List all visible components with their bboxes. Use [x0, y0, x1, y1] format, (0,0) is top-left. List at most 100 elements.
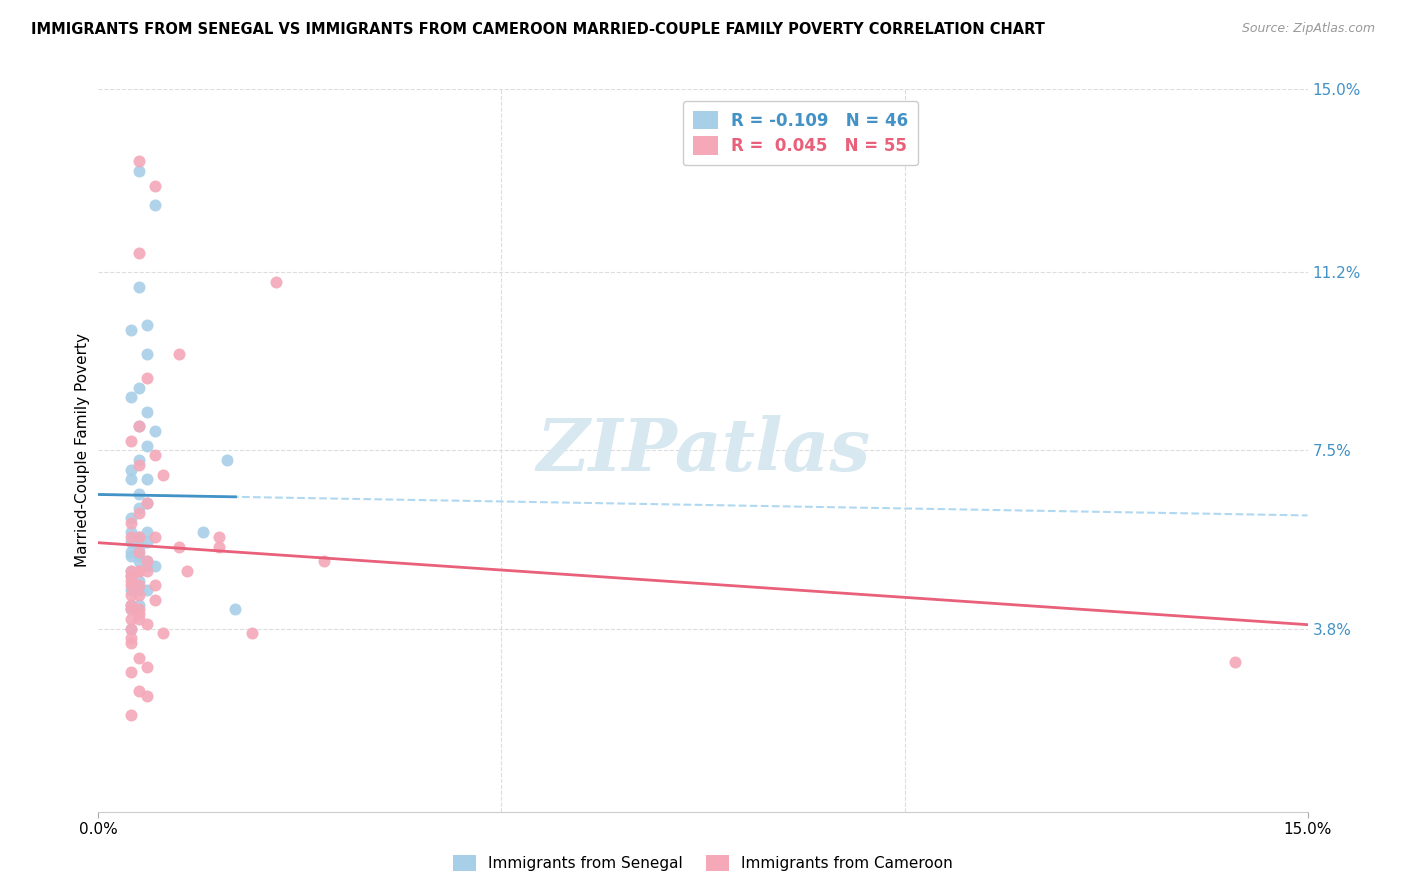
Point	[120, 564, 142, 578]
Point	[128, 246, 150, 260]
Point	[224, 602, 246, 616]
Point	[143, 424, 166, 438]
Point	[135, 583, 157, 598]
Point	[143, 559, 166, 574]
Point	[135, 405, 157, 419]
Point	[176, 564, 198, 578]
Point	[120, 564, 142, 578]
Point	[120, 472, 142, 486]
Point	[128, 598, 150, 612]
Point	[120, 602, 142, 616]
Point	[208, 540, 231, 554]
Point	[120, 574, 142, 588]
Point	[120, 665, 142, 679]
Point	[152, 467, 174, 482]
Point	[1223, 656, 1246, 670]
Point	[135, 371, 157, 385]
Point	[128, 154, 150, 169]
Point	[128, 501, 150, 516]
Point	[120, 578, 142, 592]
Point	[135, 525, 157, 540]
Point	[193, 525, 215, 540]
Point	[128, 453, 150, 467]
Point	[135, 559, 157, 574]
Point	[135, 318, 157, 333]
Point	[128, 650, 150, 665]
Point	[128, 458, 150, 472]
Point	[128, 602, 150, 616]
Point	[152, 626, 174, 640]
Point	[135, 689, 157, 703]
Point	[120, 602, 142, 616]
Point	[264, 275, 287, 289]
Point	[120, 535, 142, 549]
Point	[128, 574, 150, 588]
Point	[128, 381, 150, 395]
Point	[120, 516, 142, 530]
Point	[120, 598, 142, 612]
Point	[128, 607, 150, 622]
Point	[135, 496, 157, 510]
Point	[314, 554, 336, 568]
Point	[135, 535, 157, 549]
Text: IMMIGRANTS FROM SENEGAL VS IMMIGRANTS FROM CAMEROON MARRIED-COUPLE FAMILY POVERT: IMMIGRANTS FROM SENEGAL VS IMMIGRANTS FR…	[31, 22, 1045, 37]
Point	[128, 549, 150, 564]
Point	[120, 323, 142, 337]
Point	[128, 506, 150, 520]
Point	[120, 434, 142, 448]
Point	[128, 164, 150, 178]
Point	[120, 632, 142, 646]
Point	[135, 439, 157, 453]
Point	[128, 564, 150, 578]
Point	[128, 544, 150, 558]
Point	[120, 530, 142, 544]
Point	[120, 525, 142, 540]
Point	[120, 598, 142, 612]
Point	[167, 540, 190, 554]
Point	[143, 578, 166, 592]
Point	[128, 487, 150, 501]
Legend: R = -0.109   N = 46, R =  0.045   N = 55: R = -0.109 N = 46, R = 0.045 N = 55	[683, 101, 918, 165]
Y-axis label: Married-Couple Family Poverty: Married-Couple Family Poverty	[75, 334, 90, 567]
Point	[128, 588, 150, 602]
Point	[135, 472, 157, 486]
Point	[120, 636, 142, 650]
Point	[128, 583, 150, 598]
Point	[120, 463, 142, 477]
Point	[143, 448, 166, 462]
Point	[120, 568, 142, 582]
Point	[143, 198, 166, 212]
Point	[128, 530, 150, 544]
Point	[143, 592, 166, 607]
Point	[128, 578, 150, 592]
Point	[135, 616, 157, 631]
Point	[128, 419, 150, 434]
Point	[120, 583, 142, 598]
Point	[135, 347, 157, 361]
Point	[135, 554, 157, 568]
Point	[128, 419, 150, 434]
Point	[128, 279, 150, 293]
Point	[128, 554, 150, 568]
Point	[120, 544, 142, 558]
Point	[135, 564, 157, 578]
Point	[128, 612, 150, 626]
Point	[135, 496, 157, 510]
Point	[120, 612, 142, 626]
Text: ZIPatlas: ZIPatlas	[536, 415, 870, 486]
Point	[120, 622, 142, 636]
Legend: Immigrants from Senegal, Immigrants from Cameroon: Immigrants from Senegal, Immigrants from…	[447, 849, 959, 877]
Point	[135, 554, 157, 568]
Point	[120, 549, 142, 564]
Point	[128, 684, 150, 698]
Point	[208, 530, 231, 544]
Point	[135, 660, 157, 674]
Point	[240, 626, 263, 640]
Point	[128, 564, 150, 578]
Point	[167, 347, 190, 361]
Point	[120, 622, 142, 636]
Point	[120, 391, 142, 405]
Point	[143, 530, 166, 544]
Point	[120, 568, 142, 582]
Point	[128, 530, 150, 544]
